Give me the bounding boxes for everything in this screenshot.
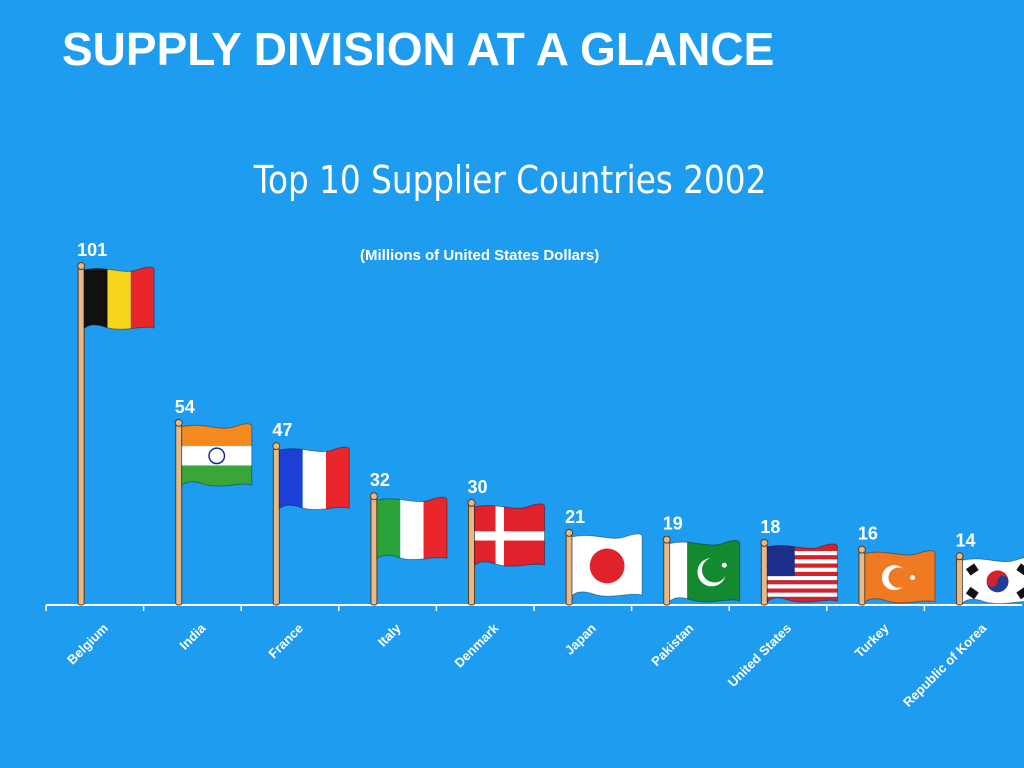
flag-pole bbox=[858, 551, 866, 606]
data-label: 101 bbox=[77, 240, 107, 260]
flag-pole-knob bbox=[760, 538, 769, 547]
bar-turkey bbox=[857, 545, 936, 606]
flag-pole-knob bbox=[565, 528, 574, 537]
flag-pole bbox=[175, 424, 183, 606]
bar-france bbox=[272, 442, 350, 606]
flag-pole-knob bbox=[955, 552, 964, 561]
belgium-flag bbox=[83, 266, 155, 330]
bar-japan bbox=[565, 528, 643, 606]
chart-subtitle: (Millions of United States Dollars) bbox=[360, 247, 600, 264]
united-states-flag bbox=[766, 543, 838, 603]
flag-pole-knob bbox=[77, 262, 86, 270]
bar-united-states bbox=[760, 538, 838, 606]
flag-pole-knob bbox=[857, 545, 866, 554]
denmark-flag bbox=[474, 503, 546, 567]
japan-flag bbox=[571, 533, 643, 597]
x-tick-label: United States bbox=[725, 621, 794, 690]
data-label: 47 bbox=[272, 420, 292, 440]
flag-pole bbox=[663, 541, 671, 606]
data-label: 19 bbox=[663, 514, 683, 534]
france-flag bbox=[278, 446, 350, 510]
italy-flag bbox=[376, 496, 448, 560]
data-label: 21 bbox=[565, 507, 585, 527]
data-label: 18 bbox=[760, 517, 780, 537]
x-tick-label: Republic of Korea bbox=[900, 620, 990, 710]
flag-pole bbox=[565, 534, 573, 606]
flag-pole bbox=[272, 447, 280, 606]
flag-pole bbox=[370, 497, 378, 606]
x-tick-label: Italy bbox=[375, 620, 405, 650]
india-flag bbox=[181, 423, 253, 487]
x-tick-label: Denmark bbox=[451, 620, 501, 670]
x-tick-label: India bbox=[176, 620, 209, 653]
x-tick-label: Belgium bbox=[64, 621, 111, 668]
bar-italy bbox=[369, 492, 448, 606]
turkey-flag bbox=[864, 550, 936, 604]
chart-title: Top 10 Supplier Countries 2002 bbox=[253, 158, 767, 202]
pakistan-flag bbox=[669, 540, 741, 603]
flag-pole-knob bbox=[662, 535, 671, 544]
slide-title: SUPPLY DIVISION AT A GLANCE bbox=[62, 23, 775, 75]
flag-pole-knob bbox=[467, 498, 476, 507]
bar-india bbox=[174, 418, 253, 606]
flag-pole-knob bbox=[272, 442, 281, 451]
bar-republic-of-korea bbox=[955, 552, 1024, 606]
flag-pole-knob bbox=[369, 492, 378, 501]
data-label: 16 bbox=[858, 524, 878, 544]
flag-pole bbox=[468, 504, 476, 606]
bar-pakistan bbox=[662, 535, 741, 606]
x-tick-label: France bbox=[265, 621, 306, 662]
flag-pole bbox=[956, 557, 964, 606]
data-label: 54 bbox=[175, 397, 195, 417]
x-tick-label: Pakistan bbox=[648, 620, 696, 668]
flag-pole-knob bbox=[174, 418, 183, 427]
data-label: 32 bbox=[370, 470, 390, 490]
flag-pole bbox=[77, 267, 85, 606]
flag-pole bbox=[760, 544, 768, 606]
bar-denmark bbox=[467, 498, 546, 606]
x-tick-label: Japan bbox=[562, 620, 599, 657]
south-korea-flag bbox=[962, 557, 1024, 605]
data-label: 14 bbox=[956, 530, 976, 550]
x-tick-label: Turkey bbox=[852, 620, 893, 661]
data-label: 30 bbox=[468, 477, 488, 497]
bar-belgium bbox=[77, 262, 155, 606]
